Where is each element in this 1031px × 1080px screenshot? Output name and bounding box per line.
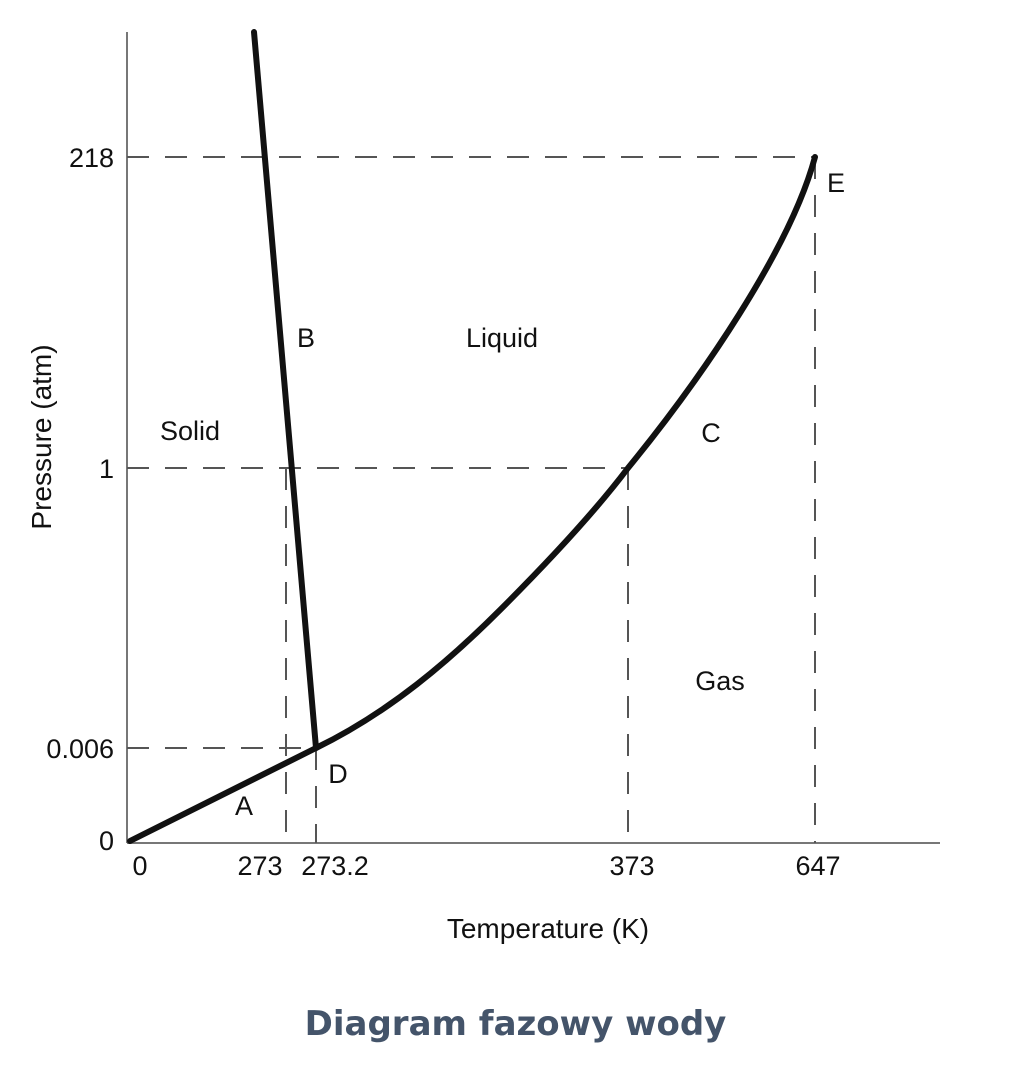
x-tick-373: 373 [609,851,654,881]
y-tick-0006: 0.006 [46,734,114,764]
chart-title: Diagram fazowy wody [304,1004,727,1044]
y-tick-1: 1 [99,454,114,484]
region-label-liquid: Liquid [466,323,538,353]
y-tick-0: 0 [99,826,114,856]
melting-curve-b [251,29,319,751]
region-label-solid: Solid [160,416,220,446]
curve-label-a: A [235,791,253,821]
point-label-e: E [827,168,845,198]
y-axis-title: Pressure (atm) [26,344,57,529]
x-tick-0: 0 [132,851,147,881]
dashed-guides [127,156,816,843]
region-label-gas: Gas [695,666,745,696]
curve-label-b: B [297,323,315,353]
curve-label-c: C [701,418,721,448]
y-tick-218: 218 [69,143,114,173]
vaporization-curve-c [313,154,818,751]
x-tick-2732: 273.2 [301,851,369,881]
sublimation-curve-a [127,745,319,844]
point-label-d: D [328,759,348,789]
phase-diagram-chart: 218 1 0.006 0 0 273 273.2 373 647 Temper… [26,29,940,944]
x-tick-273: 273 [237,851,282,881]
x-tick-647: 647 [795,851,840,881]
phase-boundaries [127,29,818,844]
x-axis-title: Temperature (K) [447,913,649,944]
